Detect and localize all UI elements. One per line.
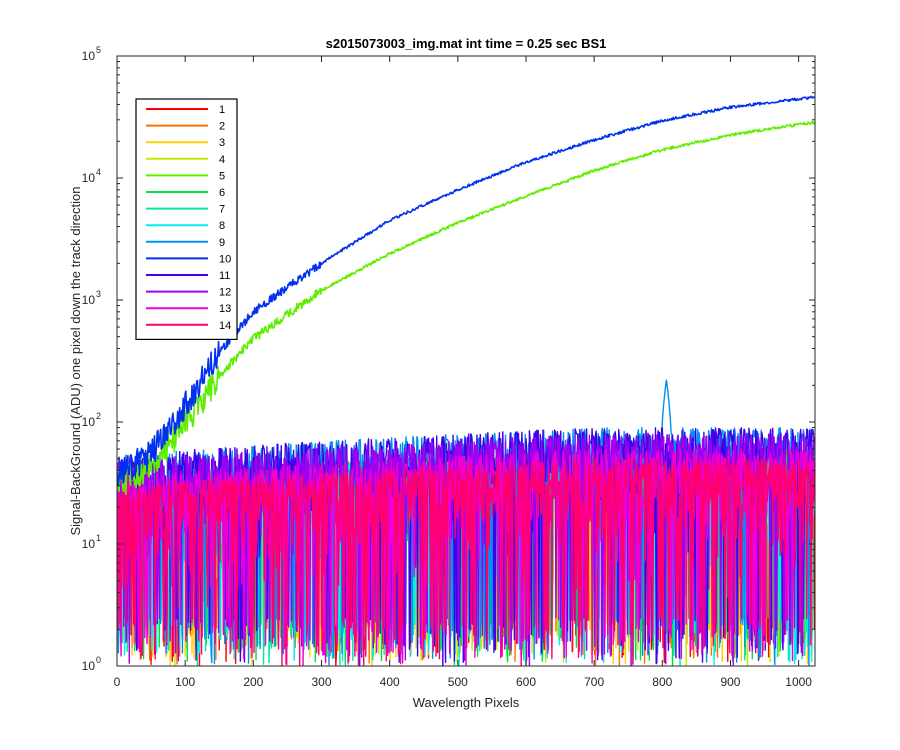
x-tick-label: 500 xyxy=(448,675,468,689)
x-tick-label: 900 xyxy=(720,675,740,689)
x-tick-label: 100 xyxy=(175,675,195,689)
x-tick-label: 300 xyxy=(311,675,331,689)
y-tick-label: 10 xyxy=(82,171,96,185)
x-tick-label: 1000 xyxy=(785,675,812,689)
x-axis-label: Wavelength Pixels xyxy=(413,695,520,710)
y-tick-label: 10 xyxy=(82,415,96,429)
legend-box xyxy=(135,98,238,340)
legend-label-8: 8 xyxy=(219,220,225,232)
legend-label-1: 1 xyxy=(219,104,225,116)
y-tick-exponent: 1 xyxy=(96,533,101,543)
y-tick-exponent: 5 xyxy=(96,45,101,55)
legend-label-7: 7 xyxy=(219,204,225,216)
legend-label-4: 4 xyxy=(219,154,225,166)
x-tick-label: 600 xyxy=(516,675,536,689)
legend-label-2: 2 xyxy=(219,121,225,133)
legend-label-12: 12 xyxy=(219,287,231,299)
y-tick-label: 10 xyxy=(82,537,96,551)
y-tick-exponent: 0 xyxy=(96,655,101,665)
y-tick-exponent: 4 xyxy=(96,167,101,177)
y-tick-label: 10 xyxy=(82,49,96,63)
y-tick-exponent: 3 xyxy=(96,289,101,299)
y-axis-label: Signal-BackGround (ADU) one pixel down t… xyxy=(68,186,83,535)
y-tick-label: 10 xyxy=(82,659,96,673)
x-tick-label: 200 xyxy=(243,675,263,689)
x-tick-label: 700 xyxy=(584,675,604,689)
y-tick-exponent: 2 xyxy=(96,411,101,421)
legend-label-10: 10 xyxy=(219,253,231,265)
legend-label-6: 6 xyxy=(219,187,225,199)
x-tick-label: 800 xyxy=(652,675,672,689)
legend-label-14: 14 xyxy=(219,320,231,332)
legend-label-5: 5 xyxy=(219,170,225,182)
series-line-5 xyxy=(117,120,815,496)
x-tick-label: 0 xyxy=(114,675,121,689)
legend-label-3: 3 xyxy=(219,137,225,149)
x-tick-label: 400 xyxy=(380,675,400,689)
y-tick-label: 10 xyxy=(82,293,96,307)
legend-label-13: 13 xyxy=(219,303,231,315)
chart-title: s2015073003_img.mat int time = 0.25 sec … xyxy=(326,36,607,51)
axes-box xyxy=(116,55,816,667)
series-line-14 xyxy=(117,458,815,666)
legend-label-9: 9 xyxy=(219,237,225,249)
series-layer xyxy=(117,95,815,666)
legend-label-11: 11 xyxy=(219,270,230,282)
